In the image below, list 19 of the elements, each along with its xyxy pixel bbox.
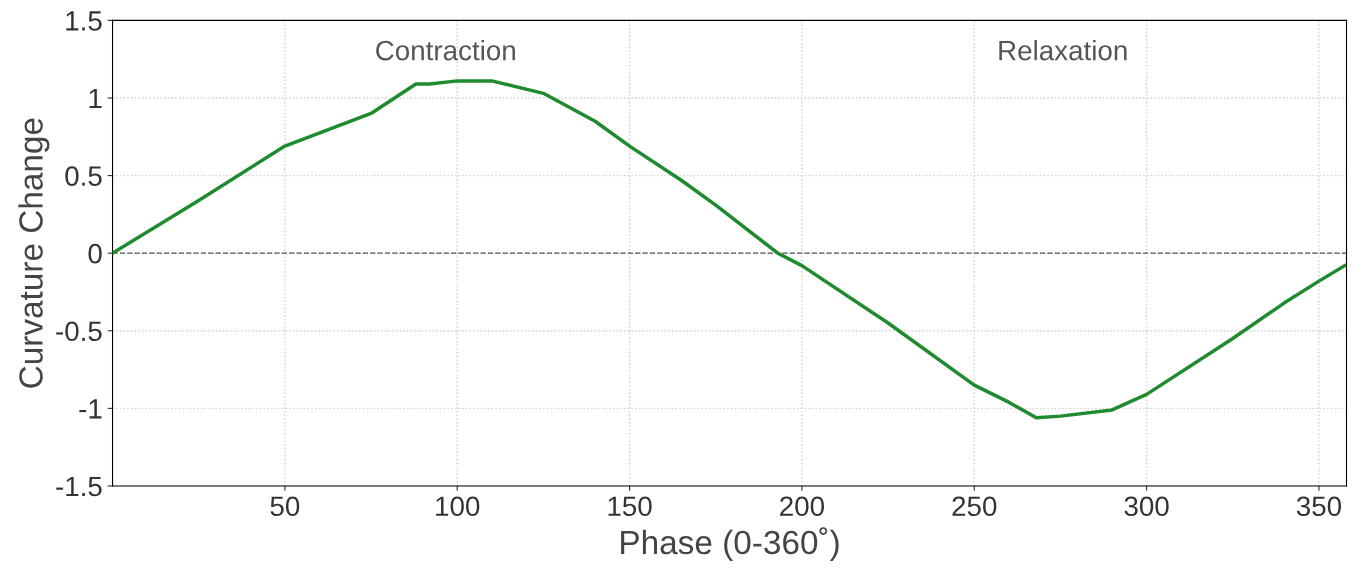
y-tick-label: -1 <box>79 399 102 419</box>
y-tick-label: 1.5 <box>66 11 102 31</box>
x-tick-label: 50 <box>270 496 300 517</box>
y-tick-label: -1.5 <box>56 476 102 497</box>
x-axis-title: Phase (0-360˚) <box>621 527 839 561</box>
y-tick-label: -0.5 <box>56 321 102 342</box>
line-series <box>112 79 1347 420</box>
y-tick-label: 0.5 <box>65 166 102 186</box>
y-tick-label: 1 <box>89 88 102 109</box>
x-tick-label: 350 <box>1296 496 1342 517</box>
y-axis-title: Curvature Change <box>18 118 50 388</box>
x-tick-label: 200 <box>780 496 824 517</box>
x-tick-label: 250 <box>952 496 997 517</box>
annotation: Contraction <box>376 40 515 61</box>
x-tick-label: 150 <box>608 496 652 517</box>
y-tick-label: 0 <box>88 243 102 264</box>
x-tick-label: 300 <box>1124 496 1169 517</box>
x-tick-label: 100 <box>436 496 480 517</box>
annotation: Relaxation <box>999 40 1127 61</box>
